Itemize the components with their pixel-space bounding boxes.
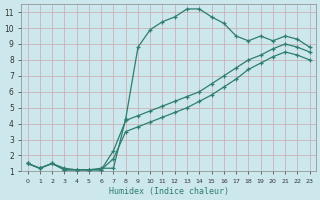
X-axis label: Humidex (Indice chaleur): Humidex (Indice chaleur) <box>108 187 228 196</box>
